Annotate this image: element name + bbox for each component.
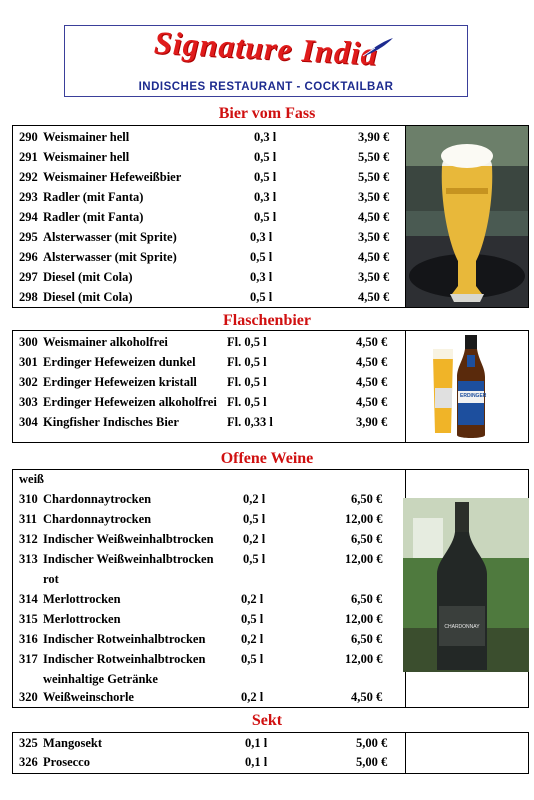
group-label-weinhaltig: weinhaltige Getränke bbox=[43, 672, 158, 686]
table-row: 300 Weismainer alkoholfrei Fl. 0,5 l 4,50 € bbox=[19, 335, 388, 349]
wine-bottle-photo: CHARDONNAY bbox=[403, 498, 529, 672]
table-row: 301 Erdinger Hefeweizen dunkel Fl. 0,5 l 4,… bbox=[19, 355, 388, 369]
sekt-table: 325 Mangosekt 0,1 l 5,00 € 326 Prosecco 0,1 l… bbox=[12, 732, 529, 774]
table-row: 297 Diesel (mit Cola) 0,3 l 3,50 € bbox=[19, 270, 390, 284]
erdinger-bottle-photo bbox=[433, 335, 485, 438]
table-row: 296 Alsterwasser (mit Sprite) 0,5 l 4,50 € bbox=[19, 250, 390, 264]
table-row: 302 Erdinger Hefeweizen kristall Fl. 0,5 l… bbox=[19, 375, 388, 389]
bier-table: 290 Weismainer hell 0,3 l 3,90 € 291 Weismai… bbox=[12, 125, 529, 308]
flaschenbier-table: 300 Weismainer alkoholfrei Fl. 0,5 l 4,50 €… bbox=[12, 330, 529, 443]
table-row: 326 Prosecco 0,1 l 5,00 € bbox=[19, 755, 388, 769]
table-row: 320 Weißweinschorle 0,2 l 4,50 € bbox=[19, 690, 383, 704]
table-row: 290 Weismainer hell 0,3 l 3,90 € bbox=[19, 130, 390, 144]
table-row: 315 Merlottrocken 0,5 l 12,00 € bbox=[19, 612, 383, 626]
section-title-sekt: Sekt bbox=[251, 712, 283, 729]
group-label-rot: rot bbox=[43, 572, 59, 586]
table-row: 292 Weismainer Hefeweißbier 0,5 l 5,50 € bbox=[19, 170, 390, 184]
bottle-label: ERDINGER bbox=[460, 393, 487, 399]
column-divider bbox=[405, 733, 406, 773]
table-row: 295 Alsterwasser (mit Sprite) 0,3 l 3,50 € bbox=[19, 230, 390, 244]
table-row: 316 Indischer Rotweinhalbtrocken 0,2 l 6,50… bbox=[19, 632, 383, 646]
table-row: 304 Kingfisher Indisches Bier Fl. 0,33 l 3,… bbox=[19, 415, 388, 429]
column-divider bbox=[405, 331, 406, 442]
svg-text:CHARDONNAY: CHARDONNAY bbox=[444, 624, 480, 630]
table-row: 314 Merlottrocken 0,2 l 6,50 € bbox=[19, 592, 383, 606]
table-row: 291 Weismainer hell 0,5 l 5,50 € bbox=[19, 150, 390, 164]
group-label-weiss: weiß bbox=[19, 472, 44, 486]
feather-icon bbox=[362, 38, 393, 57]
table-row: 294 Radler (mit Fanta) 0,5 l 4,50 € bbox=[19, 210, 390, 224]
table-row: 312 Indischer Weißweinhalbtrocken 0,2 l 6,5… bbox=[19, 532, 383, 546]
section-title-flaschenbier: Flaschenbier bbox=[223, 312, 311, 329]
logo-name: Signature India bbox=[153, 24, 379, 72]
column-divider bbox=[405, 126, 406, 307]
table-row: 317 Indischer Rotweinhalbtrocken 0,5 l 12,0… bbox=[19, 652, 383, 666]
table-row: 311 Chardonnaytrocken 0,5 l 12,00 € bbox=[19, 512, 383, 526]
weine-table: weiß 310 Chardonnaytrocken 0,2 l 6,50 € 311… bbox=[12, 469, 529, 708]
logo-subtitle: INDISCHES RESTAURANT - COCKTAILBAR bbox=[138, 81, 394, 93]
table-row: 310 Chardonnaytrocken 0,2 l 6,50 € bbox=[19, 492, 383, 506]
table-row: 313 Indischer Weißweinhalbtrocken 0,5 l 12,… bbox=[19, 552, 383, 566]
logo: Signature India INDISCHES RESTAURANT - C… bbox=[64, 24, 468, 97]
section-title-weine: Offene Weine bbox=[220, 450, 314, 467]
table-row: 303 Erdinger Hefeweizen alkoholfrei Fl. 0,… bbox=[19, 395, 388, 409]
table-row: 298 Diesel (mit Cola) 0,5 l 4,50 € bbox=[19, 290, 390, 304]
table-row: 325 Mangosekt 0,1 l 5,00 € bbox=[19, 736, 388, 750]
beer-glass-photo bbox=[406, 126, 528, 307]
section-title-bier: Bier vom Fass bbox=[218, 105, 316, 122]
table-row: 293 Radler (mit Fanta) 0,3 l 3,50 € bbox=[19, 190, 390, 204]
